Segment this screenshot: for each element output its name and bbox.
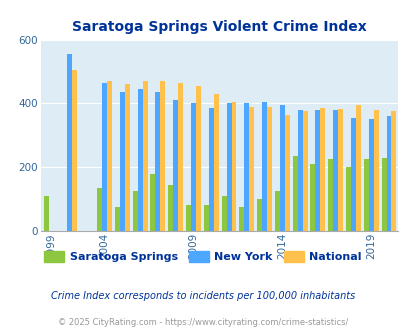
Bar bbox=[190, 103, 196, 231]
Bar bbox=[213, 94, 218, 231]
Bar bbox=[368, 119, 373, 231]
Bar bbox=[97, 188, 102, 231]
Bar bbox=[350, 118, 355, 231]
Bar bbox=[107, 81, 112, 231]
Bar bbox=[119, 92, 125, 231]
Bar bbox=[115, 207, 119, 231]
Bar bbox=[244, 103, 249, 231]
Bar bbox=[196, 86, 200, 231]
Bar bbox=[256, 199, 262, 231]
Bar bbox=[102, 82, 107, 231]
Bar bbox=[373, 110, 378, 231]
Bar bbox=[249, 107, 254, 231]
Bar bbox=[262, 102, 266, 231]
Bar bbox=[345, 167, 350, 231]
Bar bbox=[274, 191, 279, 231]
Bar bbox=[173, 100, 178, 231]
Bar bbox=[231, 102, 236, 231]
Bar bbox=[125, 84, 130, 231]
Bar bbox=[279, 105, 284, 231]
Bar bbox=[142, 81, 147, 231]
Bar bbox=[297, 110, 302, 231]
Bar bbox=[333, 111, 337, 231]
Bar bbox=[390, 112, 395, 231]
Bar bbox=[208, 108, 213, 231]
Legend: Saratoga Springs, New York, National: Saratoga Springs, New York, National bbox=[40, 247, 365, 267]
Bar bbox=[221, 196, 226, 231]
Bar bbox=[239, 207, 244, 231]
Bar bbox=[266, 107, 271, 231]
Bar bbox=[178, 82, 183, 231]
Bar bbox=[310, 164, 315, 231]
Bar bbox=[44, 196, 49, 231]
Bar bbox=[226, 103, 231, 231]
Bar bbox=[302, 112, 307, 231]
Bar bbox=[203, 206, 208, 231]
Title: Saratoga Springs Violent Crime Index: Saratoga Springs Violent Crime Index bbox=[72, 20, 366, 34]
Text: © 2025 CityRating.com - https://www.cityrating.com/crime-statistics/: © 2025 CityRating.com - https://www.city… bbox=[58, 318, 347, 327]
Bar bbox=[137, 89, 142, 231]
Bar bbox=[381, 158, 386, 231]
Bar bbox=[327, 159, 333, 231]
Bar bbox=[71, 70, 76, 231]
Bar bbox=[355, 105, 360, 231]
Bar bbox=[66, 54, 71, 231]
Bar bbox=[284, 115, 289, 231]
Bar bbox=[386, 116, 390, 231]
Bar bbox=[185, 206, 190, 231]
Bar bbox=[160, 81, 165, 231]
Bar bbox=[150, 174, 155, 231]
Text: Crime Index corresponds to incidents per 100,000 inhabitants: Crime Index corresponds to incidents per… bbox=[51, 291, 354, 301]
Bar bbox=[168, 185, 173, 231]
Bar bbox=[155, 92, 160, 231]
Bar bbox=[320, 108, 324, 231]
Bar bbox=[337, 109, 342, 231]
Bar bbox=[363, 159, 368, 231]
Bar bbox=[132, 191, 137, 231]
Bar bbox=[315, 110, 320, 231]
Bar bbox=[292, 156, 297, 231]
